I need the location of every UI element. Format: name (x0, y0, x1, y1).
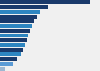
Bar (0, 29, 30, 33)
Bar (0, 34, 28, 37)
Bar (0, 67, 5, 71)
Bar (0, 48, 23, 52)
Bar (0, 10, 40, 14)
Bar (0, 57, 17, 61)
Bar (0, 43, 25, 47)
Bar (0, 38, 27, 42)
Bar (0, 19, 34, 23)
Bar (0, 24, 32, 28)
Bar (0, 5, 48, 9)
Bar (0, 62, 13, 66)
Bar (0, 0, 90, 4)
Bar (0, 52, 21, 56)
Bar (0, 15, 37, 19)
